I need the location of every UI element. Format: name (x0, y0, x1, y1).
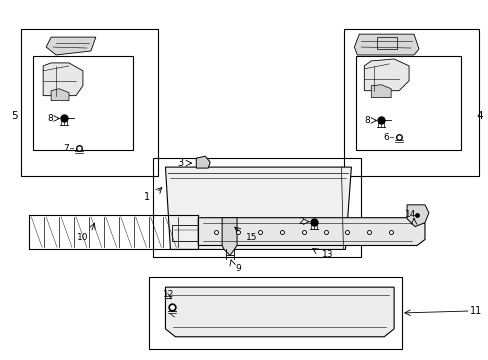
Text: 10: 10 (77, 233, 89, 242)
Text: 5: 5 (11, 111, 18, 121)
Text: 3: 3 (177, 158, 183, 168)
Text: 13: 13 (321, 250, 333, 259)
Polygon shape (51, 89, 69, 100)
Polygon shape (165, 167, 351, 249)
Polygon shape (46, 37, 96, 55)
Polygon shape (196, 156, 210, 168)
Text: 15: 15 (245, 233, 257, 242)
Bar (152, 158, 361, 257)
Bar (21, 29, 158, 176)
Bar (356, 56, 460, 150)
Bar (172, 225, 200, 240)
Polygon shape (370, 85, 390, 98)
Polygon shape (43, 63, 83, 96)
Bar (344, 29, 478, 176)
Polygon shape (406, 205, 428, 227)
Bar (376, 37, 396, 49)
Text: 4: 4 (475, 111, 482, 121)
Text: 2: 2 (297, 217, 303, 226)
Text: 7: 7 (63, 144, 69, 153)
Polygon shape (354, 34, 418, 55)
Text: 9: 9 (235, 264, 241, 273)
Text: 8: 8 (47, 114, 53, 123)
Text: 1: 1 (144, 192, 150, 202)
Polygon shape (198, 218, 424, 246)
Text: 6: 6 (383, 133, 388, 142)
Text: 11: 11 (469, 306, 482, 316)
Bar (148, 277, 401, 349)
Text: 14: 14 (405, 210, 416, 219)
Text: 12: 12 (163, 289, 174, 298)
Bar (33, 56, 132, 150)
Polygon shape (222, 218, 237, 255)
Polygon shape (165, 287, 393, 337)
Polygon shape (364, 59, 408, 91)
Text: 8: 8 (364, 116, 369, 125)
